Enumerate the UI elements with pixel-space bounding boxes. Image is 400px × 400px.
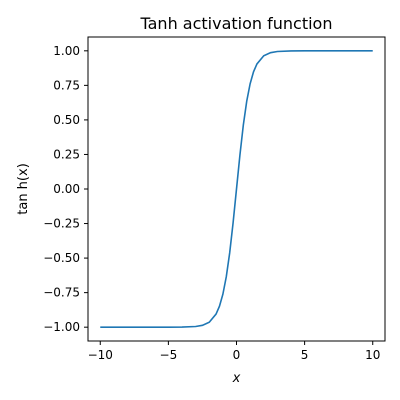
y-tick-label: −1.00 xyxy=(43,320,80,334)
x-tick-label: 5 xyxy=(301,348,309,362)
y-tick-label: 1.00 xyxy=(53,44,80,58)
x-axis-label: x xyxy=(232,371,241,386)
y-tick-label: 0.00 xyxy=(53,182,80,196)
y-axis: −1.00 −0.75 −0.50 −0.25 0.00 0.25 0.50 0.75 1.00 xyxy=(43,44,88,334)
y-tick-label: 0.75 xyxy=(53,78,80,92)
y-tick-label: −0.25 xyxy=(43,217,80,231)
x-tick-label: 10 xyxy=(365,348,380,362)
y-tick-label: −0.50 xyxy=(43,251,80,265)
x-tick-label: −5 xyxy=(160,348,178,362)
x-axis: −10 −5 0 5 10 xyxy=(88,341,380,362)
x-tick-label: 0 xyxy=(233,348,241,362)
y-tick-label: 0.50 xyxy=(53,113,80,127)
tanh-curve xyxy=(100,50,373,328)
chart-title: Tanh activation function xyxy=(140,14,333,33)
y-tick-label: 0.25 xyxy=(53,147,80,161)
x-tick-label: −10 xyxy=(88,348,113,362)
y-tick-label: −0.75 xyxy=(43,286,80,300)
y-axis-label: tan h(x) xyxy=(16,163,31,215)
